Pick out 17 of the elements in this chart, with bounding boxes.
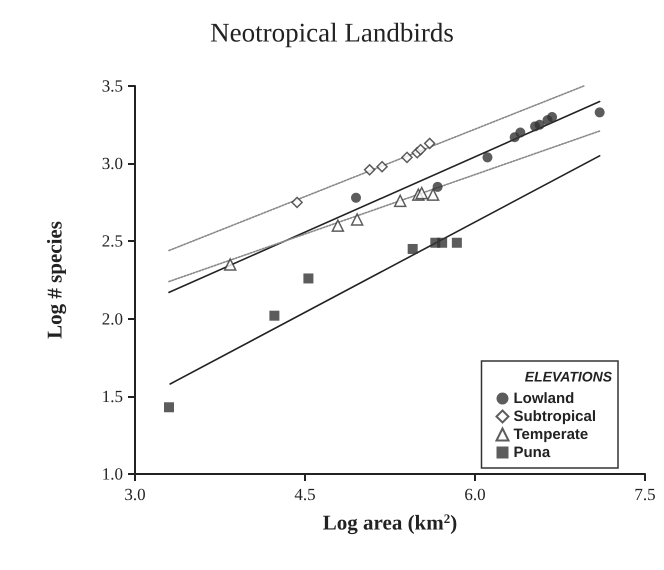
y-tick-label: 2.5 [102, 232, 123, 251]
y-axis-title: Log # species [42, 221, 66, 339]
x-tick-label: 7.5 [634, 485, 656, 504]
y-tick-label: 3.0 [102, 154, 123, 174]
y-tick-label: 1.5 [102, 386, 123, 406]
chart-title: Neotropical Landbirds [210, 18, 454, 48]
y-tick-label: 2.0 [102, 309, 123, 328]
legend-title: ELEVATIONS [524, 368, 613, 384]
legend-label: Lowland [513, 390, 574, 407]
legend-label: Puna [513, 444, 551, 461]
x-tick-label: 3.0 [124, 485, 146, 504]
x-tick-label: 4.5 [294, 485, 316, 504]
legend-label: Temperate [513, 426, 588, 443]
x-tick-label: 6.0 [464, 485, 486, 504]
y-tick-label: 1.0 [102, 464, 123, 484]
legend-label: Subtropical [513, 408, 596, 425]
y-tick-label: 3.5 [102, 76, 123, 96]
